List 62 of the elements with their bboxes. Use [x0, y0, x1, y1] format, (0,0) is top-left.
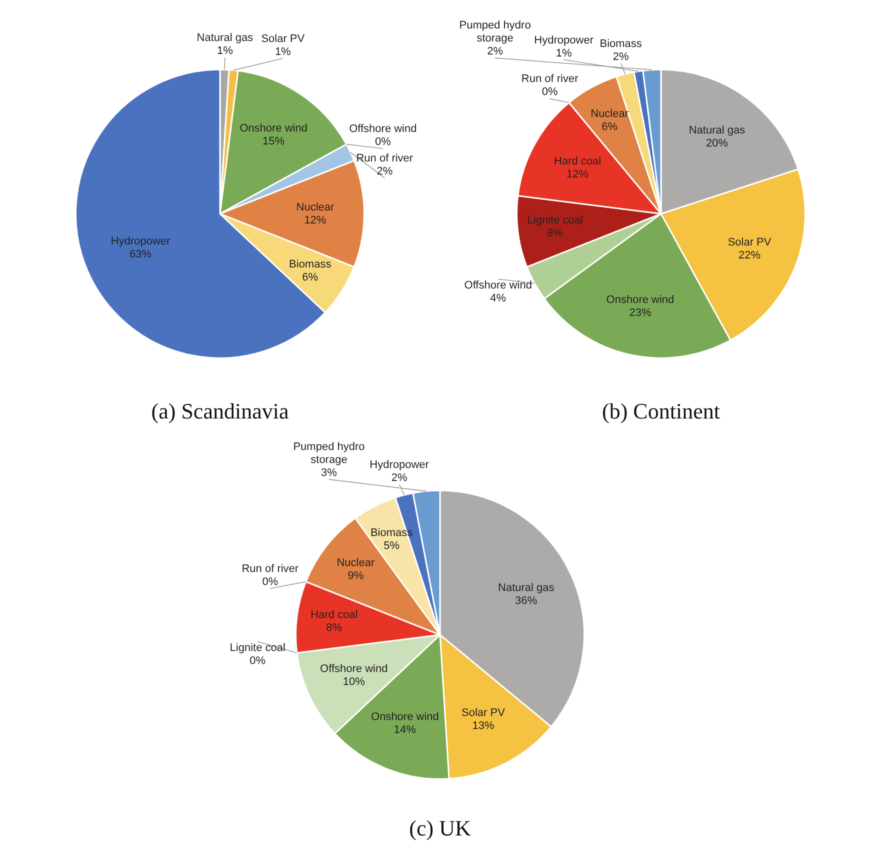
- data-label: 12%: [566, 168, 589, 180]
- data-label: 63%: [130, 248, 152, 261]
- slice-label: Hydropower: [110, 236, 171, 248]
- text: 0%: [542, 86, 558, 98]
- data-label: 1%: [556, 47, 572, 60]
- slice-label: Natural gas: [498, 582, 555, 594]
- slice-label: Onshore wind: [240, 122, 308, 135]
- data-label: 1%: [274, 46, 292, 58]
- slice-label: Hydropower: [534, 34, 594, 46]
- slice-label: Biomass: [289, 258, 332, 271]
- slice-label: Nuclear: [590, 108, 629, 120]
- text: (a) Scandinavia: [151, 398, 289, 424]
- slice-label: Hard coal: [554, 155, 602, 168]
- data-label: 9%: [348, 570, 364, 582]
- data-label: 6%: [602, 120, 618, 133]
- slice-label: Pumped hydro storage: [293, 440, 365, 466]
- data-label: 22%: [738, 249, 761, 262]
- slice-label: Onshore wind: [606, 294, 674, 306]
- slice-label: Offshore wind: [320, 662, 388, 675]
- slice-label: Offshore wind: [464, 280, 532, 292]
- slice-label: Nuclear: [336, 556, 375, 569]
- data-label: 3%: [321, 466, 338, 479]
- data-label: 2%: [612, 50, 629, 63]
- category-label: Run of river: [521, 73, 578, 86]
- text: (b) Continent: [602, 398, 720, 424]
- slice-label: Solar PV: [261, 32, 306, 45]
- slice-label: Hard coal: [310, 608, 358, 621]
- data-label: 5%: [384, 540, 400, 552]
- text: (c) UK: [409, 816, 471, 841]
- slice-label: Natural gas: [688, 124, 746, 136]
- text: 0%: [262, 576, 278, 588]
- category-label: Run of river: [242, 563, 299, 576]
- slice-label: Onshore wind: [371, 710, 439, 723]
- data-label: 13%: [472, 720, 494, 732]
- data-label: 1%: [216, 45, 234, 58]
- slice-label: Run of river: [356, 152, 414, 164]
- data-label: 10%: [342, 676, 366, 688]
- slice-label: Nuclear: [296, 201, 334, 214]
- slice-label: Solar PV: [728, 236, 772, 248]
- data-label: 2%: [487, 45, 504, 58]
- text: 0%: [374, 136, 391, 148]
- data-label: 14%: [394, 724, 416, 736]
- slice-label: Pumped hydro storage: [459, 19, 531, 44]
- slice-label: Solar PV: [462, 707, 506, 720]
- data-label: 36%: [515, 594, 538, 607]
- text: 0%: [250, 655, 266, 668]
- category-label: Offshore wind: [349, 123, 417, 136]
- data-label: 15%: [262, 136, 285, 148]
- slice-label: Lignite coal: [527, 214, 583, 227]
- data-label: 8%: [547, 228, 564, 240]
- data-label: 20%: [706, 137, 728, 150]
- slice-label: Biomass: [600, 38, 642, 50]
- data-label: 6%: [302, 272, 318, 284]
- data-label: 23%: [629, 307, 652, 320]
- slice-label: Hydropower: [370, 458, 430, 471]
- slice-label: Natural gas: [196, 32, 254, 44]
- data-label: 2%: [376, 165, 393, 178]
- data-label: 12%: [304, 214, 326, 226]
- data-label: 8%: [326, 622, 342, 634]
- category-label: Lignite coal: [230, 642, 286, 654]
- data-label: 2%: [391, 472, 408, 484]
- data-label: 4%: [490, 292, 506, 305]
